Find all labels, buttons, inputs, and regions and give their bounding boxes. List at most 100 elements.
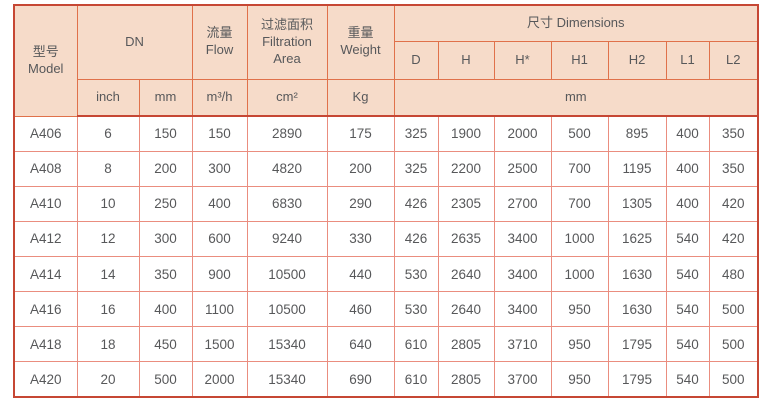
cell-weight: 175	[326, 115, 395, 152]
cell-d: 426	[393, 185, 439, 222]
cell-dn-mm: 450	[138, 326, 193, 363]
cell-h: 1900	[437, 115, 495, 152]
cell-h: 2805	[437, 326, 495, 363]
header-flow: 流量 Flow	[191, 4, 248, 80]
cell-l2: 420	[708, 220, 759, 258]
cell-weight: 640	[326, 326, 395, 363]
table-row: A414 14 350 900 10500 440 530 2640 3400 1000 1630 5…	[13, 255, 759, 293]
table-body: A406 6 150 150 2890 175 325 1900 2000 500 895 400 35…	[13, 115, 759, 398]
cell-model: A416	[13, 291, 78, 328]
cell-h: 2805	[437, 361, 495, 398]
cell-weight: 460	[326, 291, 395, 328]
header-row-units: inch mm m³/h cm² Kg mm	[14, 78, 759, 117]
cell-dn-mm: 250	[138, 185, 193, 222]
cell-dn-mm: 350	[138, 255, 193, 293]
table-row: A416 16 400 1100 10500 460 530 2640 3400 950 1630 5…	[13, 291, 759, 328]
cell-l2: 500	[708, 326, 759, 363]
unit-inch: inch	[76, 78, 140, 117]
cell-h2: 1795	[607, 361, 667, 398]
cell-model: A406	[13, 115, 78, 152]
header-model-en: Model	[28, 60, 64, 76]
header-filtration-area: 过滤面积 Filtration Area	[246, 4, 328, 80]
cell-dn-mm: 200	[138, 150, 193, 187]
header-dimensions: 尺寸 Dimensions	[393, 4, 759, 42]
table-row: A406 6 150 150 2890 175 325 1900 2000 500 895 400 35…	[13, 115, 759, 152]
table-row: A410 10 250 400 6830 290 426 2305 2700 700 1305 400…	[13, 185, 759, 222]
header-model: 型号 Model	[13, 4, 78, 117]
cell-filtration-area: 10500	[246, 291, 328, 328]
cell-h1: 1000	[550, 255, 609, 293]
cell-flow: 400	[191, 185, 248, 222]
unit-weight: Kg	[326, 78, 395, 117]
table-row: A418 18 450 1500 15340 640 610 2805 3710 950 1795 5…	[13, 326, 759, 363]
cell-dn-inch: 8	[76, 150, 140, 187]
header-row-2: D H H* H1 H2 L1 L2	[14, 40, 759, 80]
cell-h2: 1630	[607, 291, 667, 328]
cell-flow: 2000	[191, 361, 248, 398]
cell-weight: 440	[326, 255, 395, 293]
cell-l1: 400	[665, 115, 710, 152]
cell-dn-inch: 10	[76, 185, 140, 222]
cell-l2: 350	[708, 115, 759, 152]
spec-table: 型号 Model DN 流量 Flow 过滤面积 Filtration Area…	[13, 4, 760, 398]
header-dim-l2: L2	[708, 40, 759, 80]
cell-h-star: 2000	[493, 115, 552, 152]
cell-d: 610	[393, 326, 439, 363]
header-row-1: 型号 Model DN 流量 Flow 过滤面积 Filtration Area…	[13, 4, 759, 117]
cell-h1: 500	[550, 115, 609, 152]
cell-l1: 540	[665, 326, 710, 363]
cell-l1: 540	[665, 255, 710, 293]
spec-table-container: 型号 Model DN 流量 Flow 过滤面积 Filtration Area…	[13, 4, 760, 398]
cell-d: 325	[393, 115, 439, 152]
header-filtration-en1: Filtration	[262, 33, 312, 49]
cell-d: 530	[393, 291, 439, 328]
cell-h1: 700	[550, 185, 609, 222]
unit-mm: mm	[138, 78, 193, 117]
cell-h1: 950	[550, 361, 609, 398]
cell-filtration-area: 4820	[246, 150, 328, 187]
cell-dn-inch: 20	[76, 361, 140, 398]
cell-model: A414	[13, 255, 78, 293]
cell-h-star: 3400	[493, 291, 552, 328]
cell-weight: 290	[326, 185, 395, 222]
header-dn: DN	[76, 4, 193, 80]
cell-filtration-area: 6830	[246, 185, 328, 222]
cell-dn-inch: 12	[76, 220, 140, 258]
header-dim-l1: L1	[665, 40, 710, 80]
header-filtration-en2: Area	[273, 50, 301, 66]
cell-d: 530	[393, 255, 439, 293]
header-weight-en: Weight	[340, 42, 381, 58]
cell-l2: 500	[708, 361, 759, 398]
cell-h2: 1625	[607, 220, 667, 258]
cell-weight: 200	[326, 150, 395, 187]
cell-flow: 1500	[191, 326, 248, 363]
cell-l1: 540	[665, 361, 710, 398]
cell-flow: 600	[191, 220, 248, 258]
cell-l2: 420	[708, 185, 759, 222]
cell-filtration-area: 2890	[246, 115, 328, 152]
cell-l1: 540	[665, 291, 710, 328]
cell-dn-mm: 150	[138, 115, 193, 152]
cell-d: 426	[393, 220, 439, 258]
cell-h-star: 3400	[493, 220, 552, 258]
cell-flow: 900	[191, 255, 248, 293]
unit-area: cm²	[246, 78, 328, 117]
cell-l2: 480	[708, 255, 759, 293]
cell-h1: 700	[550, 150, 609, 187]
cell-flow: 150	[191, 115, 248, 152]
cell-h: 2200	[437, 150, 495, 187]
header-dim-h: H	[437, 40, 495, 80]
header-dim-h1: H1	[550, 40, 609, 80]
cell-dn-mm: 300	[138, 220, 193, 258]
cell-h-star: 2700	[493, 185, 552, 222]
cell-h2: 1795	[607, 326, 667, 363]
cell-dn-mm: 400	[138, 291, 193, 328]
cell-dn-inch: 6	[76, 115, 140, 152]
header-flow-zh: 流量	[206, 25, 233, 41]
unit-dimensions-mm: mm	[393, 78, 759, 117]
header-weight: 重量 Weight	[326, 4, 395, 80]
header-dim-h-star: H*	[493, 40, 552, 80]
cell-h: 2640	[437, 255, 495, 293]
cell-h1: 1000	[550, 220, 609, 258]
cell-d: 325	[393, 150, 439, 187]
